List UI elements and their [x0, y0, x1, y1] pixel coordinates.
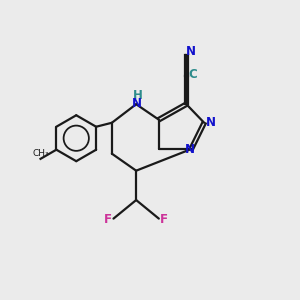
Text: CH₃: CH₃ — [32, 149, 49, 158]
Text: N: N — [206, 116, 216, 129]
Text: F: F — [160, 213, 168, 226]
Text: C: C — [188, 68, 197, 80]
Text: N: N — [186, 45, 196, 58]
Text: F: F — [104, 213, 112, 226]
Text: H: H — [132, 89, 142, 103]
Text: N: N — [185, 143, 195, 156]
Text: N: N — [132, 97, 142, 110]
